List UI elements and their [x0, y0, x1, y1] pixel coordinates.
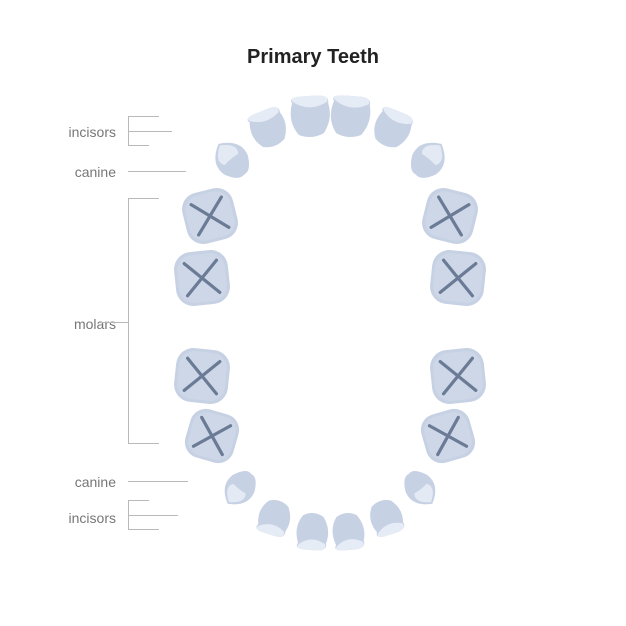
tooth-upper-right-second-molar: [428, 248, 487, 307]
label-lower-incisors: incisors: [56, 510, 116, 526]
tooth-lower-right-central-incisor: [331, 512, 366, 552]
tooth-lower-right-second-molar: [428, 346, 487, 405]
tooth-lower-left-lateral-incisor: [254, 496, 295, 539]
tooth-upper-left-second-molar: [172, 248, 231, 307]
tooth-upper-right-canine: [403, 134, 454, 186]
label-upper-canine: canine: [56, 164, 116, 180]
tooth-lower-right-lateral-incisor: [366, 496, 407, 539]
tooth-upper-left-first-molar: [178, 184, 241, 247]
primary-teeth-diagram: Primary Teeth incisors canine molars canine…: [0, 0, 626, 626]
tooth-upper-right-lateral-incisor: [369, 105, 416, 153]
lead-molars: [100, 322, 128, 323]
label-lower-canine: canine: [56, 474, 116, 490]
tooth-lower-left-second-molar: [172, 346, 231, 405]
label-upper-incisors: incisors: [56, 124, 116, 140]
page-title: Primary Teeth: [0, 46, 626, 69]
tooth-lower-right-first-molar: [417, 405, 479, 467]
tooth-upper-left-canine: [206, 134, 257, 186]
tooth-upper-left-lateral-incisor: [245, 105, 292, 153]
tooth-lower-left-canine: [216, 465, 262, 513]
teeth-svg: [150, 86, 510, 556]
tooth-lower-left-central-incisor: [295, 512, 330, 552]
tooth-upper-right-first-molar: [418, 184, 481, 247]
tooth-upper-left-central-incisor: [289, 95, 331, 139]
label-molars: molars: [56, 316, 116, 332]
tooth-lower-left-first-molar: [181, 405, 243, 467]
tooth-upper-right-central-incisor: [329, 95, 371, 139]
tooth-lower-right-canine: [397, 465, 443, 513]
bracket-molars: [128, 198, 129, 444]
